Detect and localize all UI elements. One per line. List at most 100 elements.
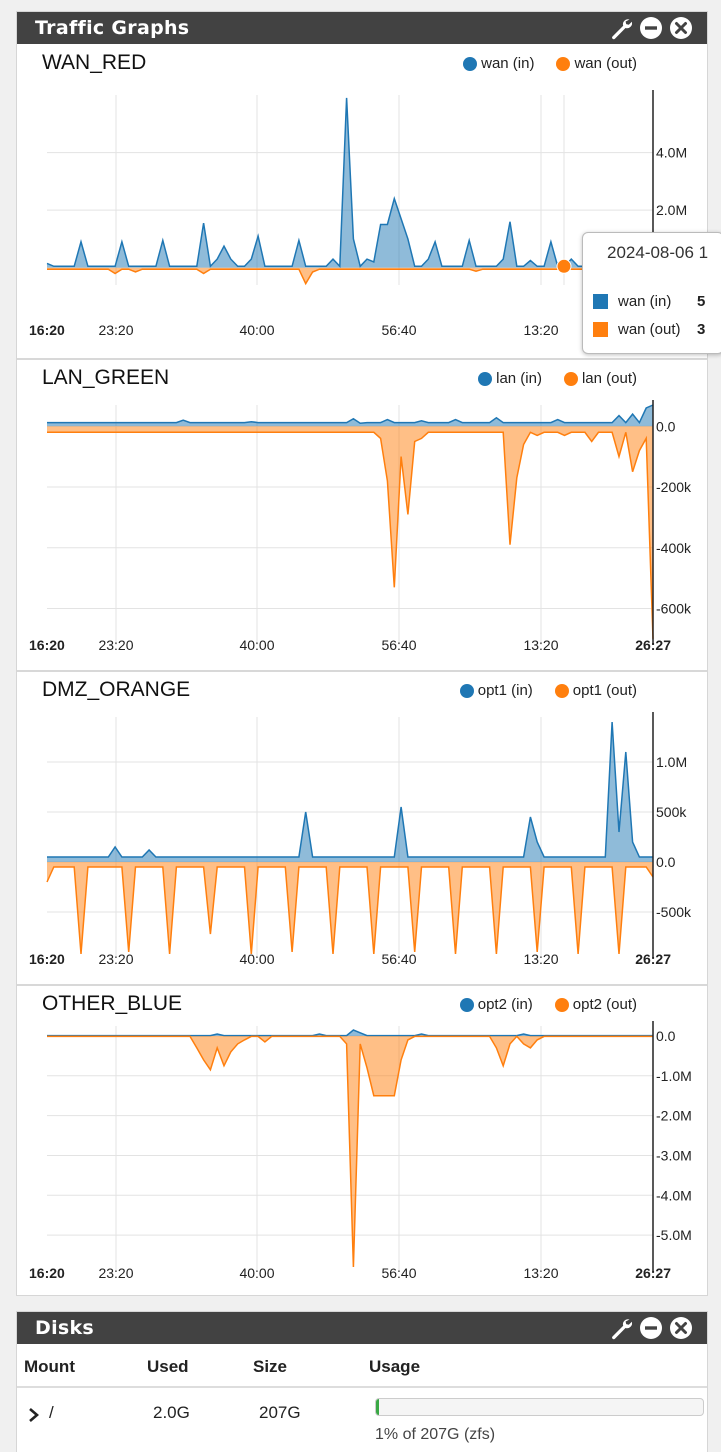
x-tick-label: 40:00 [239, 637, 274, 653]
x-tick-label: 40:00 [239, 322, 274, 338]
chart-tooltip: 2024-08-06 1 wan (in) 5 wan (out) 3 [582, 232, 721, 354]
y-tick-label: -1.0M [656, 1068, 692, 1084]
x-tick-label: 40:00 [239, 951, 274, 967]
panel-title: Disks [35, 1317, 95, 1339]
wrench-icon[interactable] [609, 1316, 633, 1340]
column-header-used: Used [147, 1357, 189, 1376]
x-tick-label: 23:20 [98, 322, 133, 338]
y-tick-label: 4.0M [656, 145, 687, 161]
dmz-orange-plot[interactable]: 1.0M 500k 0.0 -500k 16:20 23:20 40:00 56:40 13:2… [17, 672, 707, 984]
legend-in[interactable]: opt1 (in) [459, 682, 533, 699]
tooltip-date: 2024-08-06 1 [607, 243, 709, 262]
y-tick-label: -400k [656, 540, 692, 556]
chevron-right-icon[interactable] [27, 1407, 41, 1423]
y-tick-label: 500k [656, 804, 687, 820]
series-line [47, 1035, 653, 1268]
series-area [47, 426, 653, 639]
dmz-orange-chart: DMZ_ORANGE opt1 (in) opt1 (out) 1.0M 500k… [17, 672, 707, 984]
y-tick-label: -600k [656, 601, 692, 617]
y-tick-label: 0.0 [656, 418, 676, 434]
y-tick-label: -2.0M [656, 1108, 692, 1124]
tooltip-row-out: wan (out) [593, 321, 681, 338]
x-tick-label: 40:00 [239, 1265, 274, 1281]
x-tick-label: 13:20 [523, 1265, 558, 1281]
x-tick-label: 23:20 [98, 951, 133, 967]
other-blue-plot[interactable]: 0.0 -1.0M -2.0M -3.0M -4.0M -5.0M 16:20 23:20 40… [17, 986, 707, 1296]
series-area [47, 862, 653, 954]
x-tick-label: 26:27 [635, 951, 671, 967]
x-tick-label: 16:20 [29, 637, 65, 653]
tooltip-row-in: wan (in) [593, 293, 671, 310]
y-tick-label: -4.0M [656, 1187, 692, 1203]
x-tick-label: 26:27 [635, 1265, 671, 1281]
chart-title: LAN_GREEN [42, 366, 170, 389]
y-tick-label: -5.0M [656, 1227, 692, 1243]
series-line [47, 404, 654, 425]
column-header-size: Size [253, 1357, 288, 1376]
chart-title: WAN_RED [42, 51, 147, 74]
disks-panel: Disks Mount Used Size Usage / 2.0G 207G [16, 1311, 708, 1452]
x-tick-label: 56:40 [381, 637, 416, 653]
legend-out[interactable]: opt2 (out) [554, 996, 637, 1013]
series-line [47, 721, 653, 858]
legend-in[interactable]: wan (in) [463, 55, 534, 72]
traffic-graphs-header: Traffic Graphs [17, 12, 707, 44]
disk-mount: / [49, 1403, 54, 1422]
chart-legend: lan (in) lan (out) [478, 370, 637, 387]
disk-size: 207G [259, 1403, 301, 1422]
chart-legend: opt2 (in) opt2 (out) [459, 996, 637, 1013]
wan-red-plot[interactable]: 4.0M 2.0M 16:20 23:20 40:00 56:40 13:20 [17, 45, 707, 358]
column-header-usage: Usage [369, 1357, 421, 1376]
legend-out[interactable]: lan (out) [563, 370, 637, 387]
y-tick-label: -3.0M [656, 1147, 692, 1163]
x-tick-label: 23:20 [98, 637, 133, 653]
x-tick-label: 13:20 [523, 951, 558, 967]
traffic-graphs-panel: Traffic Graphs WAN_RED wan (in) wan (out… [16, 11, 708, 1296]
legend-in[interactable]: opt2 (in) [459, 996, 533, 1013]
series-line [47, 268, 653, 286]
x-tick-label: 56:40 [381, 951, 416, 967]
other-blue-chart: OTHER_BLUE opt2 (in) opt2 (out) 0.0 -1.0M… [17, 986, 707, 1296]
x-tick-label: 13:20 [523, 637, 558, 653]
chart-legend: opt1 (in) opt1 (out) [459, 682, 637, 699]
series-line [46, 866, 654, 955]
tooltip-value-in: 5 [697, 293, 706, 310]
legend-out[interactable]: wan (out) [556, 55, 637, 72]
y-tick-label: 0.0 [656, 854, 676, 870]
disk-usage-text: 1% of 207G (zfs) [375, 1426, 496, 1443]
legend-out[interactable]: opt1 (out) [554, 682, 637, 699]
x-tick-label: 23:20 [98, 1265, 133, 1281]
chart-title: DMZ_ORANGE [42, 678, 191, 701]
series-line [47, 431, 654, 639]
x-tick-label: 16:20 [29, 951, 65, 967]
series-area [47, 722, 653, 862]
x-tick-label: 13:20 [523, 322, 558, 338]
chart-title: OTHER_BLUE [42, 992, 183, 1015]
tooltip-value-out: 3 [697, 321, 706, 338]
series-area [47, 405, 653, 427]
disk-usage-fill [376, 1399, 380, 1415]
lan-green-plot[interactable]: 0.0 -200k -400k -600k 16:20 23:20 40:00 56:40 13… [17, 360, 707, 670]
panel-title: Traffic Graphs [35, 17, 190, 39]
x-tick-label: 16:20 [29, 322, 65, 338]
series-line [47, 1029, 653, 1037]
chart-legend: wan (in) wan (out) [463, 55, 637, 72]
y-tick-label: -500k [656, 904, 692, 920]
wrench-icon[interactable] [609, 16, 633, 40]
hover-marker [556, 258, 572, 274]
lan-green-chart: LAN_GREEN lan (in) lan (out) 0.0 -200k -40… [17, 360, 707, 670]
x-tick-label: 56:40 [381, 322, 416, 338]
y-tick-label: -200k [656, 479, 692, 495]
y-tick-label: 0.0 [656, 1028, 676, 1044]
minus-circle-icon[interactable] [639, 16, 663, 40]
series-line [46, 97, 654, 269]
x-tick-label: 16:20 [29, 1265, 65, 1281]
column-header-mount: Mount [24, 1357, 75, 1376]
close-circle-icon[interactable] [669, 16, 693, 40]
close-circle-icon[interactable] [669, 1316, 693, 1340]
legend-in[interactable]: lan (in) [478, 370, 542, 387]
y-tick-label: 2.0M [656, 202, 687, 218]
disk-usage-bar [375, 1398, 704, 1416]
x-tick-label: 56:40 [381, 1265, 416, 1281]
minus-circle-icon[interactable] [639, 1316, 663, 1340]
